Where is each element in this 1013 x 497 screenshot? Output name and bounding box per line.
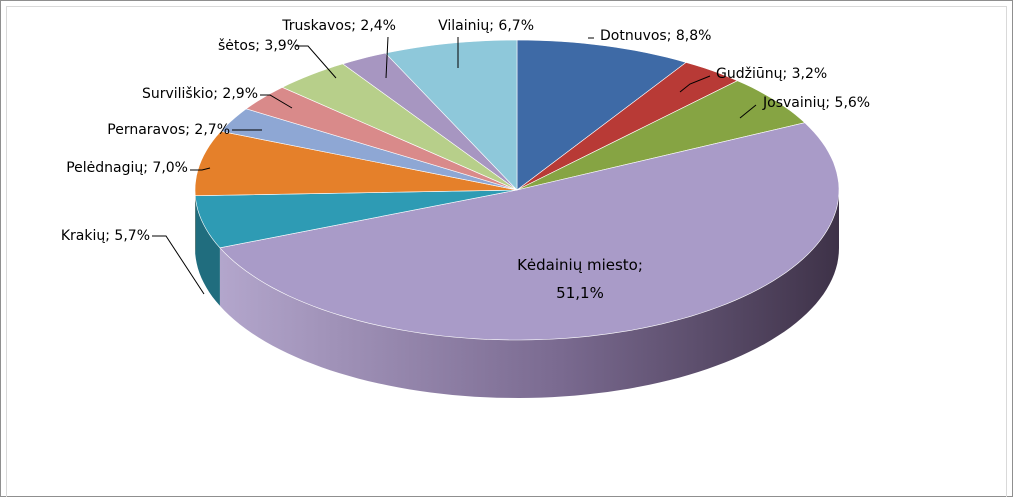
data-label-8: šėtos; 3,9%	[218, 38, 300, 54]
data-label-center-line1: Kėdainių miesto;	[517, 256, 643, 274]
slice-9	[342, 52, 518, 191]
data-label-5: Pelėdnagių; 7,0%	[66, 160, 188, 176]
data-label-0: Dotnuvos; 8,8%	[600, 28, 711, 44]
slice-7	[245, 86, 518, 191]
slice-3	[219, 122, 840, 341]
data-label-6: Pernaravos; 2,7%	[107, 122, 230, 138]
slice-2	[516, 80, 806, 191]
slice-side-4	[195, 195, 220, 306]
data-label-4: Krakių; 5,7%	[61, 228, 150, 244]
data-label-9: Truskavos; 2,4%	[281, 18, 396, 34]
slice-5	[194, 130, 518, 197]
slice-1	[516, 62, 739, 191]
leader-line-9	[385, 36, 389, 79]
data-label-1: Gudžiūnų; 3,2%	[716, 66, 827, 82]
slice-4	[194, 189, 518, 249]
data-label-7: Surviliškio; 2,9%	[142, 86, 258, 102]
leader-line-8	[296, 45, 337, 79]
slice-side-3	[219, 190, 839, 398]
slice-0	[516, 39, 687, 191]
slice-8	[281, 63, 518, 191]
leader-line-5	[190, 167, 211, 171]
pie-slices	[194, 39, 840, 341]
leader-line-1	[679, 75, 711, 93]
data-label-center-line2: 51,1%	[556, 284, 604, 302]
slice-6	[220, 108, 518, 191]
leader-lines	[152, 36, 757, 295]
leader-line-4	[152, 235, 205, 295]
slice-10	[384, 39, 518, 191]
leader-line-2	[739, 104, 757, 119]
data-label-10: Vilainių; 6,7%	[438, 18, 534, 34]
data-label-2: Josvainių; 5,6%	[762, 95, 870, 111]
data-labels: Dotnuvos; 8,8% Gudžiūnų; 3,2% Josvainių; 5…	[61, 18, 870, 302]
leader-line-7	[260, 94, 293, 109]
pie-3d-sides	[195, 190, 839, 398]
